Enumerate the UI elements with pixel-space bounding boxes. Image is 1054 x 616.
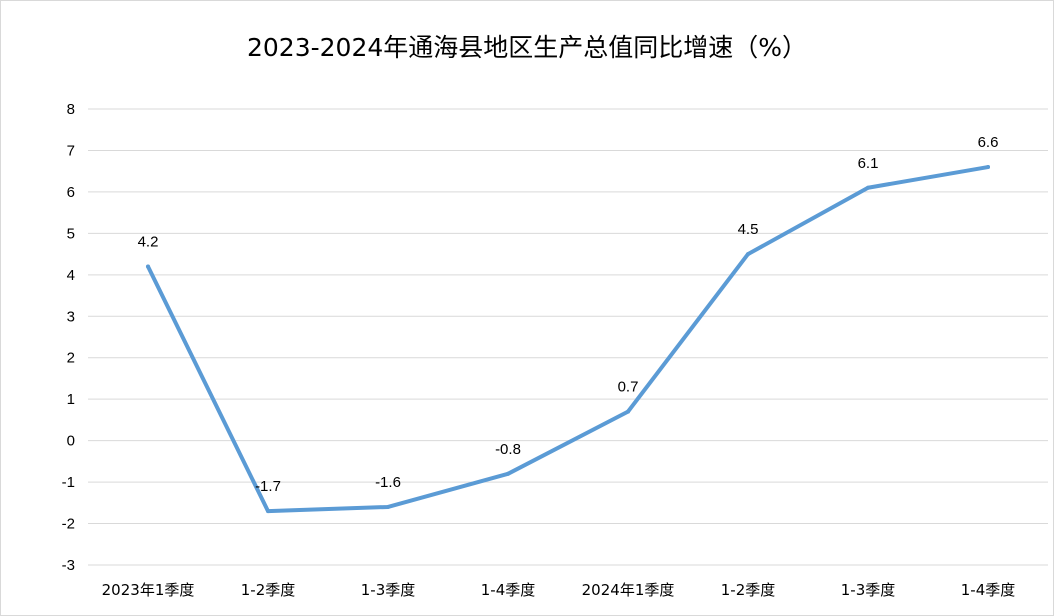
y-tick-label: -2 bbox=[62, 516, 75, 533]
x-tick-label: 1-3季度 bbox=[361, 581, 416, 599]
data-labels: 4.2 -1.7 -1.6 -0.8 0.7 4.5 6.1 6.6 bbox=[138, 134, 999, 495]
data-label: 0.7 bbox=[618, 379, 639, 396]
y-tick-label: 6 bbox=[67, 184, 75, 201]
x-tick-label: 2024年1季度 bbox=[582, 581, 675, 599]
x-tick-label: 1-2季度 bbox=[721, 581, 776, 599]
data-point bbox=[626, 409, 630, 414]
y-tick-label: -3 bbox=[62, 557, 75, 574]
x-axis-ticks: 2023年1季度 1-2季度 1-3季度 1-4季度 2024年1季度 1-2季度 1-3季… bbox=[102, 581, 1016, 599]
x-tick-label: 1-2季度 bbox=[241, 581, 296, 599]
data-point bbox=[266, 509, 270, 514]
series-line bbox=[146, 165, 990, 514]
y-tick-label: 0 bbox=[67, 433, 75, 450]
data-label: 4.5 bbox=[738, 221, 759, 238]
data-point bbox=[386, 504, 390, 509]
data-point bbox=[146, 264, 150, 269]
y-tick-label: 5 bbox=[67, 225, 75, 242]
data-point bbox=[506, 471, 510, 476]
data-label: 6.1 bbox=[858, 155, 879, 172]
x-tick-label: 1-4季度 bbox=[481, 581, 536, 599]
data-point bbox=[866, 185, 870, 190]
y-tick-label: 8 bbox=[67, 101, 75, 118]
data-label: 6.6 bbox=[978, 134, 999, 151]
data-label: -1.7 bbox=[255, 478, 281, 495]
y-tick-label: 3 bbox=[67, 308, 75, 325]
chart-title: 2023-2024年通海县地区生产总值同比增速（%） bbox=[246, 33, 808, 62]
y-tick-label: 1 bbox=[67, 391, 75, 408]
x-tick-label: 2023年1季度 bbox=[102, 581, 195, 599]
y-tick-label: 7 bbox=[67, 142, 75, 159]
data-label: 4.2 bbox=[138, 234, 159, 251]
y-axis-ticks: 8 7 6 5 4 3 2 1 0 -1 -2 -3 bbox=[62, 101, 75, 574]
data-label: -0.8 bbox=[495, 441, 521, 458]
y-tick-label: 4 bbox=[67, 267, 75, 284]
series-layer bbox=[146, 165, 990, 514]
data-label: -1.6 bbox=[375, 474, 401, 491]
y-tick-label: -1 bbox=[62, 474, 75, 491]
gridlines bbox=[88, 108, 1048, 566]
data-point bbox=[986, 165, 990, 170]
x-tick-label: 1-3季度 bbox=[841, 581, 896, 599]
y-tick-label: 2 bbox=[67, 350, 75, 367]
data-point bbox=[746, 252, 750, 257]
x-tick-label: 1-4季度 bbox=[961, 581, 1016, 599]
